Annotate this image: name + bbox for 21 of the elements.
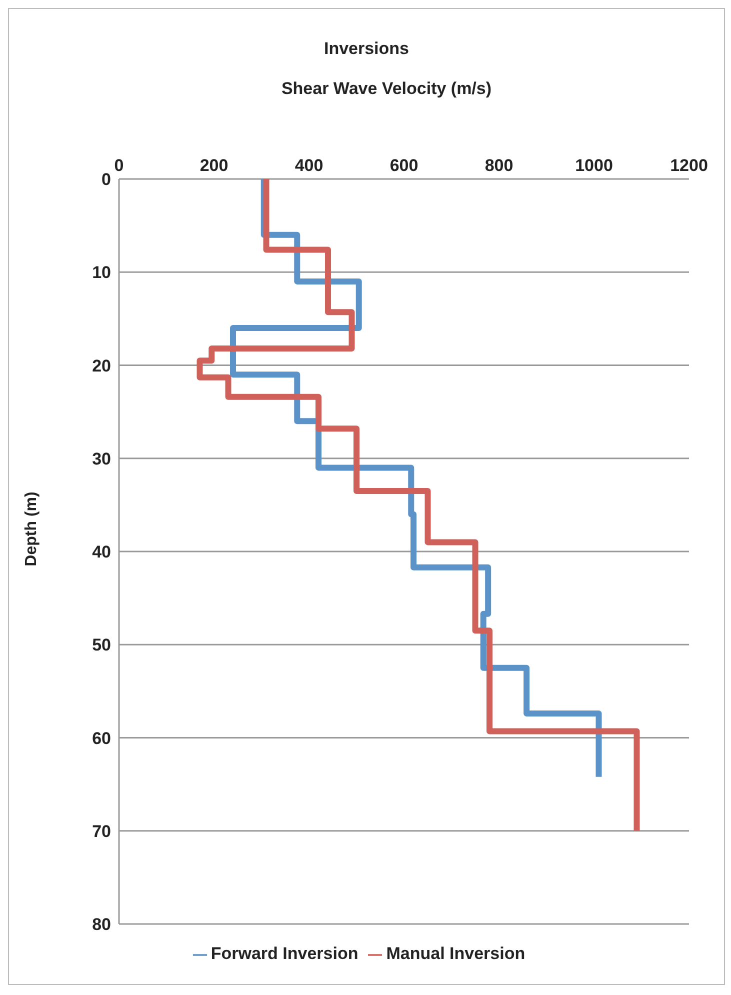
y-tick-label: 80 bbox=[92, 915, 111, 934]
y-axis-title: Depth (m) bbox=[23, 492, 41, 566]
y-tick-label: 10 bbox=[92, 263, 111, 282]
x-axis-title: Shear Wave Velocity (m/s) bbox=[280, 79, 493, 99]
y-tick-label: 40 bbox=[92, 542, 111, 562]
x-tick-label: 600 bbox=[390, 156, 418, 175]
y-tick-label: 50 bbox=[92, 636, 111, 655]
y-tick-label: 60 bbox=[92, 728, 111, 748]
x-tick-label: 200 bbox=[200, 156, 228, 175]
y-tick-label: 30 bbox=[92, 449, 111, 468]
x-tick-label: 0 bbox=[114, 156, 124, 175]
y-tick-label: 0 bbox=[102, 170, 111, 190]
y-tick-label: 20 bbox=[92, 356, 111, 376]
chart-title: Inversions bbox=[322, 39, 410, 59]
x-tick-label: 400 bbox=[294, 156, 324, 175]
legend-label: Manual Inversion bbox=[386, 944, 526, 963]
x-tick-label: 800 bbox=[484, 156, 514, 175]
x-tick-label: 1200 bbox=[670, 156, 708, 175]
x-tick-label: 1000 bbox=[575, 156, 613, 175]
legend-label: Forward Inversion bbox=[210, 944, 358, 963]
y-tick-label: 70 bbox=[92, 822, 111, 841]
